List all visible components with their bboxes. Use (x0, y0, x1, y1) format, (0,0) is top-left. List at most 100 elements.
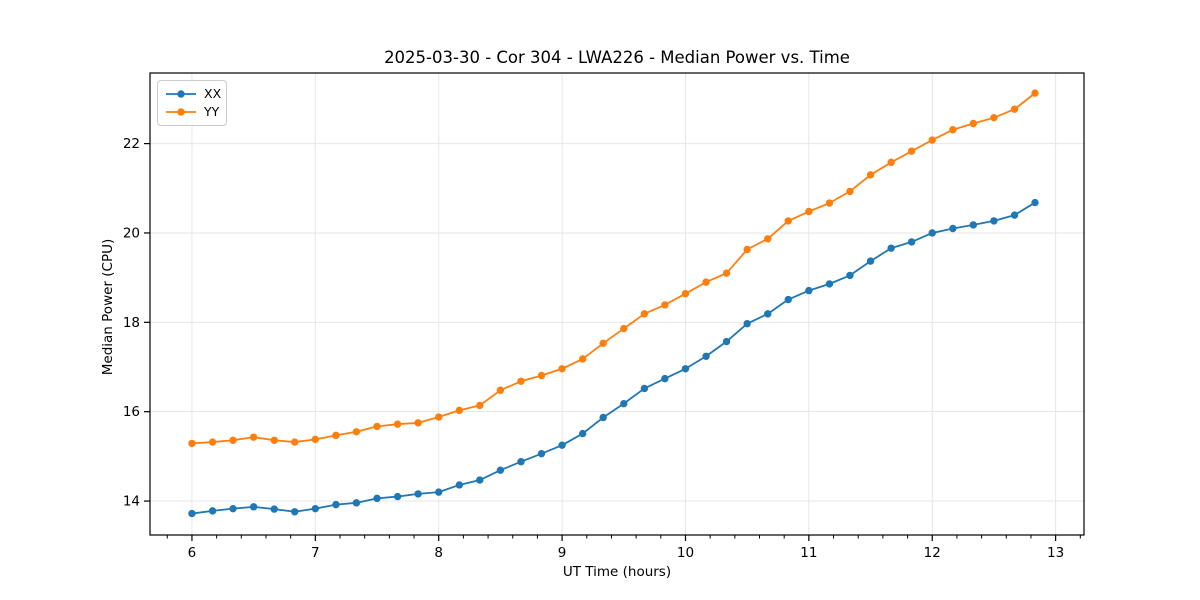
data-point-yy (435, 413, 443, 421)
data-point-yy (702, 278, 710, 286)
data-point-yy (270, 436, 278, 444)
data-point-xx (537, 449, 546, 458)
data-point-xx (764, 310, 772, 318)
legend-marker-yy-icon (166, 108, 196, 116)
data-point-xx (599, 413, 607, 422)
y-tick-label: 16 (123, 404, 140, 420)
data-point-yy (373, 422, 381, 431)
data-point-xx (455, 481, 464, 489)
data-point-yy (393, 420, 402, 428)
data-point-yy (805, 207, 813, 216)
data-point-xx (435, 488, 443, 496)
x-tick-label: 6 (188, 545, 197, 561)
y-tick-label: 20 (123, 225, 140, 241)
data-point-yy (661, 301, 669, 309)
data-point-xx (990, 217, 998, 225)
data-point-yy (949, 126, 957, 134)
y-axis-title: Median Power (CPU) (100, 238, 116, 376)
data-point-yy (188, 439, 196, 448)
data-point-yy (208, 438, 217, 446)
data-point-yy (352, 428, 361, 436)
data-point-yy (455, 406, 464, 415)
data-point-xx (496, 466, 505, 474)
x-tick-label: 7 (311, 545, 320, 561)
data-point-yy (887, 158, 895, 167)
data-point-yy (249, 433, 258, 441)
data-point-xx (825, 280, 834, 288)
data-point-xx (702, 352, 710, 360)
data-point-yy (969, 119, 978, 128)
y-tick-label: 18 (123, 315, 140, 331)
data-point-xx (476, 476, 484, 484)
data-point-xx (969, 221, 978, 229)
data-point-yy (291, 438, 299, 446)
data-point-xx (517, 458, 525, 466)
plot-border (149, 72, 1085, 536)
x-tick-label: 9 (558, 545, 567, 561)
data-point-xx (393, 492, 402, 501)
data-point-yy (640, 310, 649, 318)
data-point-yy (866, 171, 875, 179)
data-point-yy (476, 401, 484, 410)
data-point-xx (640, 384, 649, 393)
x-axis-title: UT Time (hours) (562, 564, 672, 580)
data-point-yy (825, 199, 834, 207)
data-point-xx (784, 295, 792, 304)
chart-title: 2025-03-30 - Cor 304 - LWA226 - Median P… (384, 48, 850, 67)
data-point-yy (722, 269, 731, 277)
data-point-yy (517, 377, 525, 385)
data-point-yy (620, 324, 628, 333)
series-line-yy (191, 92, 1036, 445)
data-point-xx (949, 224, 957, 233)
data-point-xx (414, 490, 422, 498)
data-point-yy (681, 290, 690, 298)
data-point-yy (332, 431, 340, 440)
data-point-yy (907, 147, 916, 155)
x-tick-label: 13 (1047, 545, 1064, 561)
data-point-yy (229, 436, 237, 444)
data-point-xx (743, 319, 751, 328)
data-point-yy (846, 187, 854, 196)
data-point-yy (928, 136, 936, 144)
data-point-yy (743, 245, 751, 254)
data-point-yy (1031, 89, 1039, 97)
data-point-yy (579, 355, 587, 363)
legend-marker-xx-icon (166, 90, 196, 98)
data-point-yy (599, 339, 607, 348)
data-point-xx (373, 494, 381, 503)
data-point-xx (1031, 198, 1039, 207)
data-point-yy (1010, 105, 1019, 113)
y-tick-label: 14 (123, 494, 140, 510)
legend-item-xx: XX (164, 85, 222, 103)
x-tick-label: 10 (677, 545, 694, 561)
data-point-yy (496, 386, 505, 394)
y-tick-label: 22 (123, 136, 140, 152)
data-point-xx (805, 286, 813, 295)
data-point-xx (270, 505, 278, 513)
data-point-xx (352, 499, 361, 507)
legend-label-xx: XX (204, 86, 222, 101)
data-point-xx (620, 399, 628, 408)
data-point-xx (846, 271, 854, 280)
data-point-xx (249, 503, 258, 511)
legend-item-yy: YY (164, 103, 220, 121)
data-point-xx (558, 441, 566, 449)
data-point-yy (764, 235, 772, 243)
data-point-xx (311, 504, 320, 513)
data-point-yy (537, 371, 546, 380)
data-point-xx (579, 429, 587, 438)
data-point-yy (990, 113, 998, 122)
data-point-xx (722, 337, 731, 346)
data-point-xx (928, 229, 936, 237)
legend-label-yy: YY (204, 104, 220, 119)
data-point-xx (229, 504, 237, 513)
data-point-yy (784, 217, 792, 225)
x-tick-label: 8 (434, 545, 443, 561)
data-point-xx (661, 374, 669, 383)
data-point-xx (681, 365, 690, 373)
x-tick-label: 12 (924, 545, 941, 561)
data-point-xx (332, 500, 340, 509)
data-point-yy (558, 365, 566, 373)
